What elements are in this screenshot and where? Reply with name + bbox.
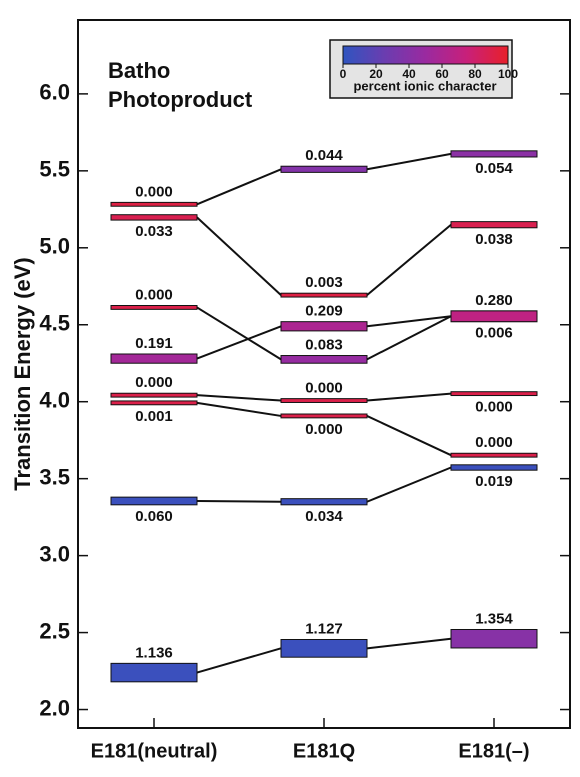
link bbox=[196, 647, 282, 674]
energy-level bbox=[450, 310, 538, 323]
y-tick-label: 3.0 bbox=[39, 541, 70, 566]
energy-level bbox=[280, 165, 368, 173]
x-tick-label: E181(neutral) bbox=[91, 740, 218, 762]
oscillator-label: 0.000 bbox=[135, 374, 173, 391]
energy-level bbox=[110, 305, 198, 310]
link bbox=[196, 306, 282, 361]
oscillator-label: 0.044 bbox=[305, 147, 343, 164]
oscillator-label: 0.280 bbox=[475, 292, 513, 309]
link bbox=[366, 152, 452, 171]
energy-level bbox=[280, 321, 368, 332]
oscillator-label: 1.354 bbox=[475, 610, 513, 627]
energy-level bbox=[110, 201, 198, 207]
link bbox=[196, 401, 282, 417]
link bbox=[366, 637, 452, 650]
energy-level bbox=[450, 150, 538, 158]
x-tick-label: E181Q bbox=[293, 740, 355, 762]
energy-level bbox=[110, 214, 198, 221]
link bbox=[196, 325, 282, 360]
oscillator-label: 0.000 bbox=[305, 421, 343, 438]
oscillator-label: 1.136 bbox=[135, 644, 173, 661]
oscillator-label: 0.054 bbox=[475, 160, 513, 177]
y-tick-label: 5.0 bbox=[39, 234, 70, 259]
oscillator-label: 0.083 bbox=[305, 336, 343, 353]
energy-level bbox=[280, 639, 368, 658]
energy-level bbox=[450, 221, 538, 229]
energy-level bbox=[280, 498, 368, 506]
oscillator-label: 0.000 bbox=[475, 434, 513, 451]
oscillator-label: 0.001 bbox=[135, 408, 173, 425]
link bbox=[366, 315, 452, 328]
link bbox=[366, 415, 452, 457]
x-tick-label: E181(–) bbox=[458, 740, 529, 762]
colorbar bbox=[342, 45, 509, 65]
oscillator-label: 0.038 bbox=[475, 231, 513, 248]
colorbar-tick-label: 80 bbox=[468, 67, 482, 81]
oscillator-label: 0.019 bbox=[475, 473, 513, 490]
oscillator-label: 0.209 bbox=[305, 303, 343, 320]
energy-level bbox=[280, 355, 368, 364]
oscillator-label: 0.006 bbox=[475, 325, 513, 342]
oscillator-label: 0.000 bbox=[305, 380, 343, 397]
energy-level bbox=[280, 413, 368, 419]
oscillator-label: 0.000 bbox=[135, 183, 173, 200]
chart-title: Batho bbox=[108, 58, 170, 83]
link bbox=[366, 223, 452, 296]
oscillator-label: 0.000 bbox=[135, 286, 173, 303]
link bbox=[196, 394, 282, 402]
y-tick-label: 6.0 bbox=[39, 80, 70, 105]
energy-level bbox=[450, 391, 538, 397]
chart-title: Photoproduct bbox=[108, 87, 253, 112]
oscillator-label: 0.034 bbox=[305, 508, 343, 525]
colorbar-label: percent ionic character bbox=[353, 78, 496, 93]
energy-level bbox=[110, 496, 198, 506]
oscillator-label: 0.033 bbox=[135, 223, 173, 240]
energy-level bbox=[110, 662, 198, 683]
energy-level bbox=[110, 392, 198, 398]
oscillator-label: 0.003 bbox=[305, 274, 343, 291]
y-tick-label: 4.0 bbox=[39, 388, 70, 413]
oscillator-label: 0.191 bbox=[135, 335, 173, 352]
link bbox=[196, 168, 282, 206]
energy-level bbox=[450, 628, 538, 649]
link bbox=[196, 216, 282, 296]
oscillator-label: 1.127 bbox=[305, 620, 343, 637]
energy-level bbox=[280, 398, 368, 403]
link bbox=[366, 315, 452, 361]
energy-level bbox=[450, 464, 538, 471]
y-tick-label: 4.5 bbox=[39, 311, 70, 336]
oscillator-label: 0.000 bbox=[475, 399, 513, 416]
oscillator-label: 0.060 bbox=[135, 508, 173, 525]
colorbar-tick-label: 20 bbox=[369, 67, 383, 81]
energy-level bbox=[110, 400, 198, 406]
energy-level bbox=[450, 452, 538, 458]
y-tick-label: 2.5 bbox=[39, 618, 70, 643]
link bbox=[366, 392, 452, 402]
colorbar-tick-label: 0 bbox=[340, 67, 347, 81]
colorbar-tick-label: 40 bbox=[402, 67, 416, 81]
colorbar-tick-label: 60 bbox=[435, 67, 449, 81]
y-tick-label: 5.5 bbox=[39, 157, 70, 182]
colorbar-tick-label: 100 bbox=[498, 67, 518, 81]
energy-level bbox=[280, 292, 368, 298]
energy-level bbox=[110, 353, 198, 364]
y-axis-label: Transition Energy (eV) bbox=[10, 257, 35, 491]
y-tick-label: 2.0 bbox=[39, 695, 70, 720]
link bbox=[196, 499, 282, 503]
link bbox=[366, 466, 452, 503]
y-tick-label: 3.5 bbox=[39, 464, 70, 489]
